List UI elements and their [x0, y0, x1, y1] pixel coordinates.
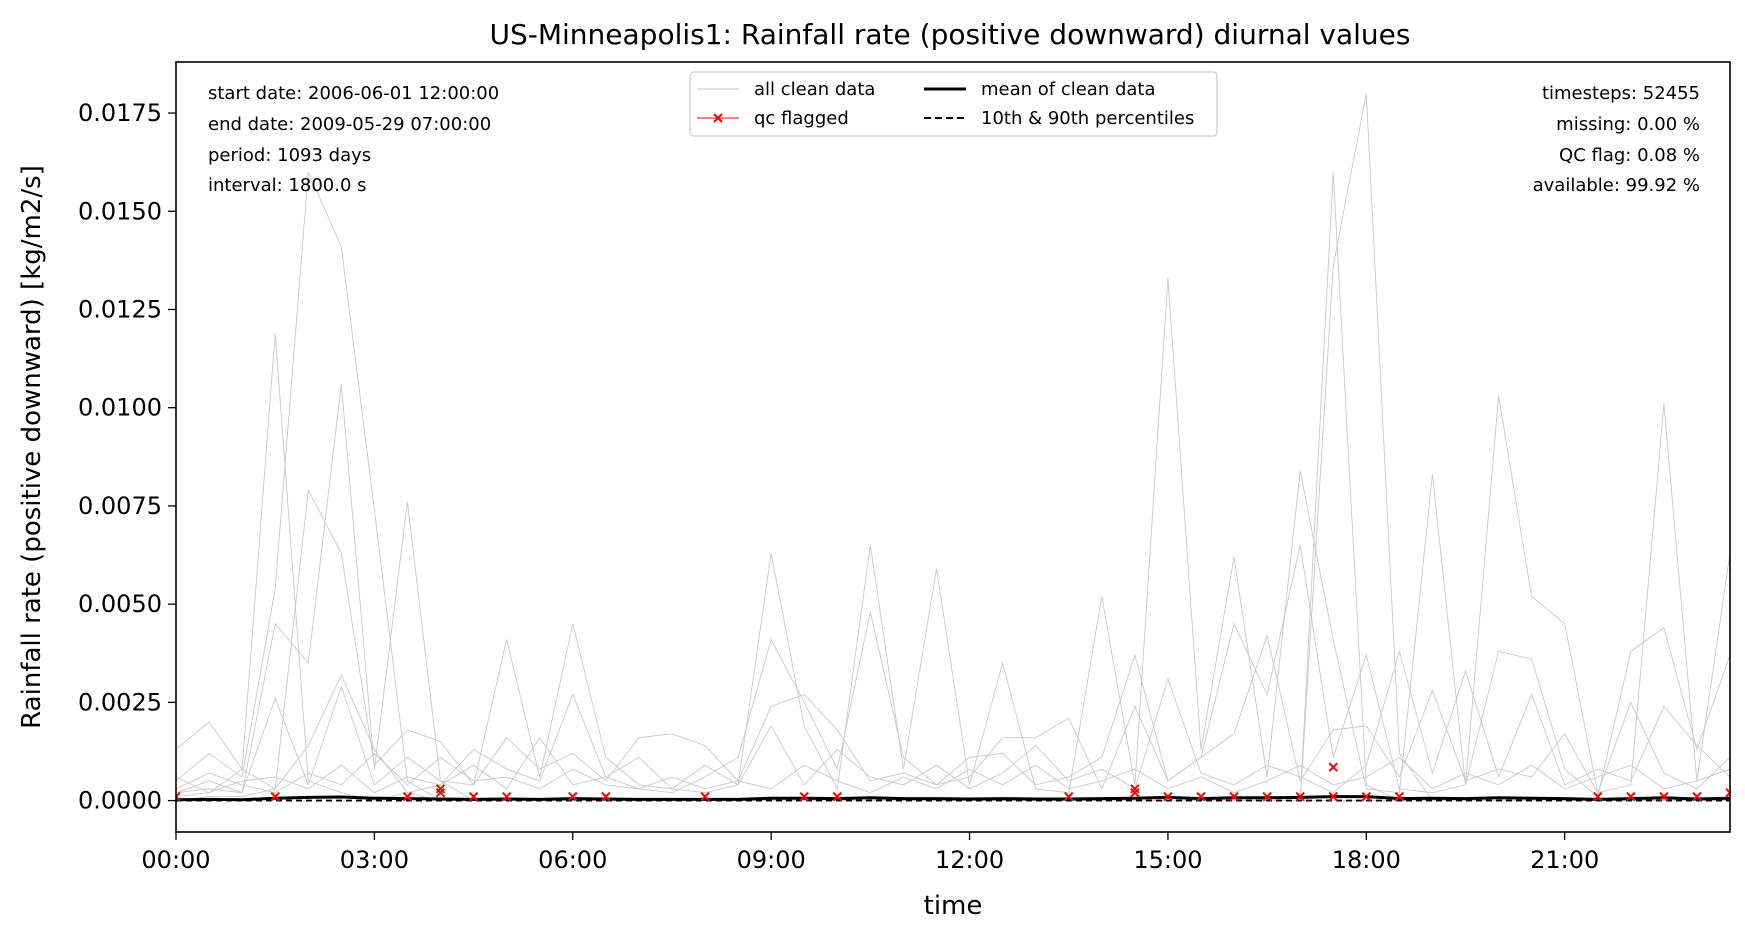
legend-label-percentiles: 10th & 90th percentiles — [981, 108, 1194, 129]
qc-flag-marker — [435, 784, 446, 794]
clean-data-lines — [176, 93, 1730, 802]
qc-flag-marker — [700, 791, 710, 802]
mean-line — [176, 795, 1730, 802]
legend: all clean data qc flagged mean of clean … — [689, 71, 1218, 137]
qc-flag-marker — [1725, 788, 1730, 798]
clean-data-line — [176, 649, 1730, 794]
qc-flag-marker — [1394, 791, 1405, 802]
y-tick-label: 0.0175 — [78, 99, 162, 127]
qc-flag-marker — [1692, 791, 1702, 802]
clean-data-line — [176, 752, 1730, 794]
qc-flag-marker — [402, 791, 413, 802]
qc-flag-marker — [832, 791, 842, 802]
qc-flag-marker — [1262, 791, 1272, 802]
qc-flag-marker — [176, 791, 181, 802]
x-tick-label: 12:00 — [935, 846, 1004, 874]
y-tick-label: 0.0100 — [78, 394, 162, 422]
qc-flag-marker — [1229, 791, 1239, 802]
y-tick-label: 0.0075 — [78, 492, 162, 520]
qc-flag-marker — [799, 791, 809, 802]
qc-flag-marker — [1328, 762, 1338, 772]
clean-data-line — [176, 545, 1730, 802]
legend-label-clean: all clean data — [754, 79, 875, 100]
legend-label-mean: mean of clean data — [981, 79, 1156, 100]
qc-flag-marker — [1659, 791, 1669, 802]
x-tick-label: 18:00 — [1332, 846, 1401, 874]
legend-label-qc: qc flagged — [754, 108, 849, 129]
clean-data-line — [176, 278, 1730, 798]
y-axis-label: Rainfall rate (positive downward) [kg/m2… — [17, 165, 47, 729]
qc-flag-marker — [1130, 784, 1140, 794]
info-start-date: start date: 2006-06-01 12:00:00 — [208, 83, 499, 104]
qc-flag-markers — [176, 762, 1730, 802]
x-axis-label: time — [924, 891, 983, 921]
x-tick-label: 09:00 — [737, 846, 806, 874]
y-tick-label: 0.0125 — [78, 296, 162, 324]
info-box-right: timesteps: 52455 missing: 0.00 % QC flag… — [1533, 83, 1700, 196]
x-tick-label: 03:00 — [340, 846, 409, 874]
y-tick-label: 0.0000 — [78, 787, 162, 815]
y-axis-ticks: 0.0000 0.0025 0.0050 0.0075 0.0100 0.0125 0.01… — [78, 99, 176, 815]
info-timesteps: timesteps: 52455 — [1542, 83, 1700, 104]
qc-flag-marker — [1196, 791, 1206, 802]
qc-flag-marker — [1163, 791, 1173, 802]
legend-frame — [689, 71, 1218, 137]
info-missing: missing: 0.00 % — [1556, 114, 1700, 135]
y-tick-label: 0.0150 — [78, 197, 162, 225]
clean-data-line — [176, 93, 1730, 802]
qc-flag-marker — [601, 791, 611, 802]
y-tick-label: 0.0025 — [78, 688, 162, 716]
qc-flag-marker — [1593, 791, 1603, 802]
qc-flag-marker — [1064, 791, 1074, 802]
info-box-left: start date: 2006-06-01 12:00:00 end date… — [208, 83, 499, 196]
clean-data-line — [176, 171, 1730, 802]
legend-swatch-qc-marker — [713, 113, 723, 123]
qc-flag-marker — [270, 791, 280, 802]
info-qc-flag: QC flag: 0.08 % — [1559, 145, 1700, 166]
x-tick-label: 15:00 — [1133, 846, 1202, 874]
qc-flag-marker — [468, 791, 479, 802]
qc-flag-marker — [501, 791, 512, 802]
clean-data-line — [176, 633, 1730, 794]
info-period: period: 1093 days — [208, 145, 371, 166]
x-axis-ticks: 00:00 03:00 06:00 09:00 12:00 15:00 18:00 21:00 — [141, 832, 1599, 874]
qc-flag-marker — [1626, 791, 1636, 802]
y-tick-label: 0.0050 — [78, 590, 162, 618]
info-interval: interval: 1800.0 s — [208, 175, 367, 196]
chart-title: US-Minneapolis1: Rainfall rate (positive… — [489, 18, 1410, 51]
qc-flag-marker — [1295, 791, 1305, 802]
clean-data-line — [176, 384, 1730, 802]
qc-flag-marker — [1328, 791, 1338, 802]
qc-flag-marker — [568, 791, 578, 802]
qc-flag-marker — [1361, 791, 1372, 802]
info-end-date: end date: 2009-05-29 07:00:00 — [208, 114, 491, 135]
info-available: available: 99.92 % — [1533, 175, 1700, 196]
plot-frame — [175, 61, 1731, 833]
x-tick-label: 00:00 — [141, 846, 210, 874]
x-tick-label: 06:00 — [538, 846, 607, 874]
x-tick-label: 21:00 — [1530, 846, 1599, 874]
mean-line-group — [176, 795, 1730, 802]
